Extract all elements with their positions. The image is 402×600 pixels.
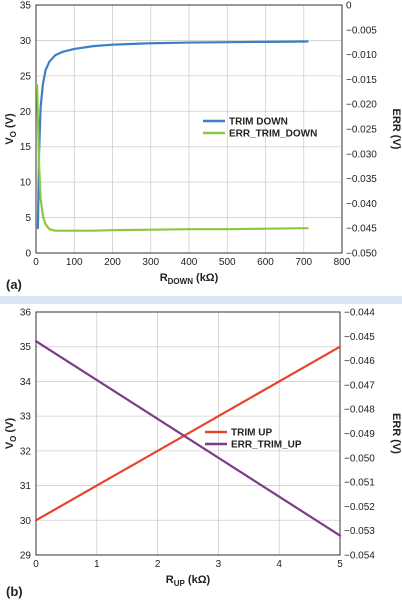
x-tick-label: 400 (181, 257, 198, 268)
legend-label-0: TRIM UP (231, 428, 272, 439)
y2-axis-title: ERR (V) (390, 413, 402, 454)
series-line-0 (36, 40, 309, 230)
y2-tick-label: −0.044 (344, 308, 375, 319)
x-tick-label: 100 (66, 257, 83, 268)
y2-tick-label: −0.020 (346, 100, 377, 111)
y-tick-label: 30 (20, 516, 32, 527)
y2-tick-label: −0.010 (346, 50, 377, 61)
y-axis-title: VO (V) (4, 113, 18, 145)
y2-tick-label: −0.046 (344, 356, 375, 367)
y2-tick-label: −0.050 (346, 249, 377, 260)
y-tick-label: 35 (20, 1, 32, 12)
y2-axis-title: ERR (V) (390, 109, 402, 150)
y-tick-label: 35 (20, 342, 32, 353)
y-tick-label: 30 (20, 36, 32, 47)
y-tick-label: 10 (20, 178, 32, 189)
x-axis-title: RDOWN (kΩ) (160, 272, 219, 286)
y2-tick-label: −0.040 (346, 199, 377, 210)
x-tick-label: 4 (276, 559, 282, 570)
x-tick-label: 700 (295, 257, 312, 268)
y-axis-title-sub: O (9, 436, 18, 442)
x-axis-title-main: R (160, 272, 168, 284)
y-tick-label: 29 (20, 551, 32, 562)
y-axis-title-main: V (4, 137, 16, 145)
y2-tick-label: −0.049 (344, 429, 375, 440)
y2-tick-label: −0.005 (346, 25, 377, 36)
x-tick-label: 0 (33, 257, 39, 268)
y-tick-label: 0 (25, 249, 31, 260)
panel-label: (b) (6, 584, 23, 599)
x-axis-title-sub: UP (174, 579, 186, 588)
y-tick-label: 5 (25, 213, 31, 224)
plot-frame (35, 311, 341, 556)
y-tick-label: 34 (20, 377, 32, 388)
y-tick-label: 32 (20, 446, 32, 457)
x-axis-title-unit: (kΩ) (185, 574, 211, 586)
y-tick-label: 15 (20, 142, 32, 153)
y-tick-label: 20 (20, 107, 32, 118)
x-tick-label: 200 (104, 257, 121, 268)
y2-tick-label: −0.045 (344, 332, 375, 343)
x-tick-label: 0 (33, 559, 39, 570)
y-axis-title-sub: O (9, 131, 18, 137)
y2-tick-label: −0.051 (344, 478, 375, 489)
x-axis-title-sub: DOWN (168, 277, 194, 286)
series-line-1 (36, 84, 309, 232)
y-tick-label: 36 (20, 308, 32, 319)
y2-tick-label: −0.045 (346, 224, 377, 235)
x-tick-label: 800 (334, 257, 351, 268)
x-tick-label: 5 (337, 559, 343, 570)
y2-tick-label: −0.015 (346, 75, 377, 86)
x-axis-title-main: R (166, 574, 174, 586)
y-tick-label: 33 (20, 412, 32, 423)
y-axis-title-main: V (4, 441, 16, 449)
y-axis-title-unit: (V) (4, 113, 16, 131)
series-line-1 (34, 340, 342, 537)
x-tick-label: 1 (94, 559, 100, 570)
series-line-0 (34, 345, 342, 522)
y2-tick-label: −0.030 (346, 149, 377, 160)
legend-label-1: ERR_TRIM_DOWN (229, 129, 317, 140)
panel-divider (0, 296, 402, 304)
y2-tick-label: 0 (346, 1, 352, 12)
panel-label: (a) (6, 277, 22, 292)
y2-tick-label: −0.048 (344, 405, 375, 416)
x-tick-label: 2 (155, 559, 161, 570)
x-tick-label: 3 (216, 559, 222, 570)
x-tick-label: 500 (219, 257, 236, 268)
y2-tick-label: −0.052 (344, 502, 375, 513)
x-axis-title-unit: (kΩ) (193, 272, 219, 284)
y-tick-label: 25 (20, 71, 32, 82)
plot-frame (35, 4, 343, 254)
y2-tick-label: −0.054 (344, 551, 375, 562)
legend-label-1: ERR_TRIM_UP (231, 440, 302, 451)
y-axis-title-unit: (V) (4, 418, 16, 436)
y2-tick-label: −0.047 (344, 380, 375, 391)
y2-tick-label: −0.025 (346, 125, 377, 136)
y2-tick-label: −0.035 (346, 174, 377, 185)
chart-trim-down: 0 100 200 300 400 500 600 700 800 0 5 10 15 20 25 30 35 0… (4, 1, 402, 293)
legend-label-0: TRIM DOWN (229, 117, 288, 128)
x-axis-title: RUP (kΩ) (166, 574, 211, 588)
y2-tick-label: −0.053 (344, 526, 375, 537)
y-tick-label: 31 (20, 481, 32, 492)
y2-tick-label: −0.050 (344, 453, 375, 464)
x-tick-label: 300 (142, 257, 159, 268)
y-axis-title: VO (V) (4, 418, 18, 450)
x-tick-label: 600 (257, 257, 274, 268)
